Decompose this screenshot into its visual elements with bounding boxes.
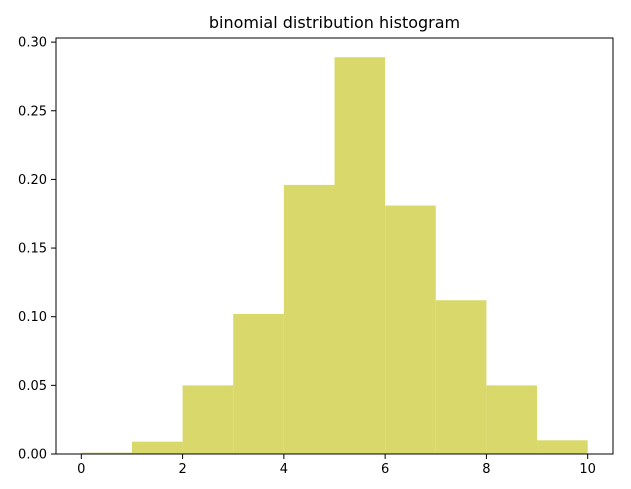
bars-layer — [81, 57, 588, 454]
x-tick-label: 6 — [381, 462, 389, 477]
histogram-bar-1 — [131, 441, 183, 454]
y-tick-label: 0.15 — [18, 242, 47, 257]
x-tick-label: 8 — [482, 462, 490, 477]
x-tick-label: 4 — [280, 462, 288, 477]
x-tick-label: 0 — [77, 462, 85, 477]
histogram-bar-5 — [334, 57, 386, 454]
y-tick-label: 0.20 — [18, 173, 47, 188]
histogram-bar-6 — [385, 205, 436, 454]
axes-layer: 0 2 4 6 8 10 0.00 0.05 0.10 0.15 0.20 0.25 0.30 — [18, 36, 614, 477]
y-tick-label: 0.30 — [18, 36, 47, 51]
histogram-bar-7 — [435, 300, 487, 454]
y-tick-label: 0.10 — [18, 310, 47, 325]
x-tick-label: 10 — [579, 462, 596, 477]
histogram-bar-0 — [81, 452, 132, 454]
plot-frame — [55, 37, 614, 455]
histogram-bar-8 — [486, 385, 538, 454]
y-tick-label: 0.00 — [18, 448, 47, 463]
histogram-bar-2 — [182, 385, 234, 454]
histogram-bar-9 — [537, 440, 588, 454]
histogram-bar-4 — [283, 184, 335, 454]
chart-title: binomial distribution histogram — [209, 13, 460, 32]
y-tick-label: 0.05 — [18, 379, 47, 394]
histogram-bar-3 — [233, 313, 284, 454]
x-tick-label: 2 — [178, 462, 186, 477]
y-tick-label: 0.25 — [18, 104, 47, 119]
